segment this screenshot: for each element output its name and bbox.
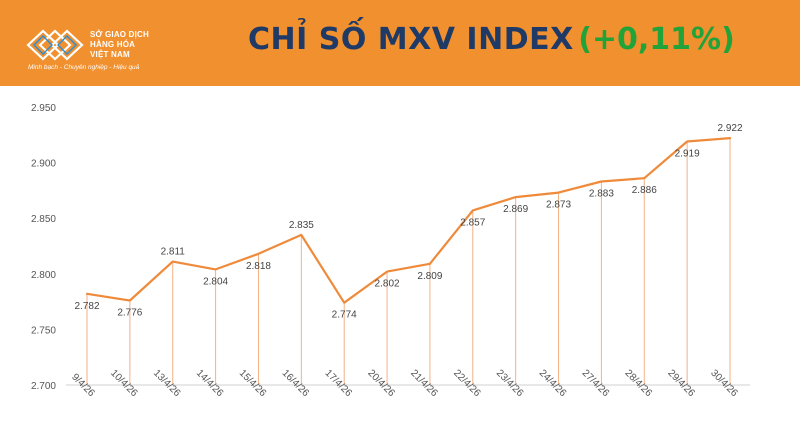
x-tick-label: 27/4/26	[580, 368, 612, 400]
page-title: CHỈ SỐ MXV INDEX	[248, 22, 574, 57]
series-line	[85, 136, 732, 304]
data-label: 2.809	[417, 271, 442, 282]
y-tick-label: 2.750	[31, 325, 56, 336]
x-tick-label: 9/4/26	[69, 372, 97, 400]
x-tick-label: 21/4/26	[408, 368, 440, 400]
y-tick-label: 2.700	[31, 381, 56, 392]
x-tick-label: 22/4/26	[451, 368, 483, 400]
x-tick-label: 30/4/26	[708, 368, 740, 400]
data-label: 2.818	[246, 261, 271, 272]
x-tick-label: 10/4/26	[108, 368, 140, 400]
header-banner: SỞ GIAO DỊCH HÀNG HÓA VIỆT NAM Minh bạch…	[0, 0, 800, 86]
logo: SỞ GIAO DỊCH HÀNG HÓA VIỆT NAM Minh bạch…	[0, 0, 200, 86]
logo-text-line-2: HÀNG HÓA	[90, 40, 136, 49]
y-tick-label: 2.850	[31, 214, 56, 225]
data-label: 2.776	[117, 307, 142, 318]
y-tick-label: 2.900	[31, 159, 56, 170]
data-label: 2.774	[332, 310, 357, 321]
data-label: 2.782	[74, 301, 99, 312]
data-label: 2.857	[460, 217, 485, 228]
data-label: 2.922	[717, 123, 742, 134]
x-tick-label: 23/4/26	[494, 368, 526, 400]
y-tick-label: 2.800	[31, 270, 56, 281]
x-tick-label: 28/4/26	[623, 368, 655, 400]
data-label: 2.873	[546, 200, 571, 211]
data-label: 2.804	[203, 276, 228, 287]
change-percent: (+0,11%)	[578, 22, 735, 57]
line-chart: 2.700 2.750 2.800 2.850 2.900 2.950 2.782 2.776…	[31, 103, 750, 400]
data-label: 2.811	[161, 247, 186, 258]
x-tick-label: 17/4/26	[322, 368, 354, 400]
x-tick-label: 13/4/26	[151, 368, 183, 400]
logo-mark-icon	[26, 29, 84, 61]
x-tick-label: 14/4/26	[194, 368, 226, 400]
logo-text-line-3: VIỆT NAM	[90, 50, 130, 59]
x-tick-label: 16/4/26	[280, 368, 312, 400]
logo-tagline: Minh bạch - Chuyên nghiệp - Hiệu quả	[28, 64, 140, 71]
x-tick-label: 29/4/26	[665, 368, 697, 400]
data-label: 2.883	[589, 189, 614, 200]
data-label: 2.869	[503, 204, 528, 215]
data-label: 2.802	[375, 279, 400, 290]
y-tick-label: 2.950	[31, 103, 56, 114]
data-label: 2.835	[289, 220, 314, 231]
x-tick-label: 24/4/26	[537, 368, 569, 400]
title-block: CHỈ SỐ MXV INDEX (+0,11%)	[200, 22, 800, 57]
x-tick-label: 20/4/26	[365, 368, 397, 400]
logo-text-line-1: SỞ GIAO DỊCH	[90, 30, 150, 39]
data-label: 2.919	[675, 148, 700, 159]
data-label: 2.886	[632, 185, 657, 196]
x-tick-label: 15/4/26	[237, 368, 269, 400]
